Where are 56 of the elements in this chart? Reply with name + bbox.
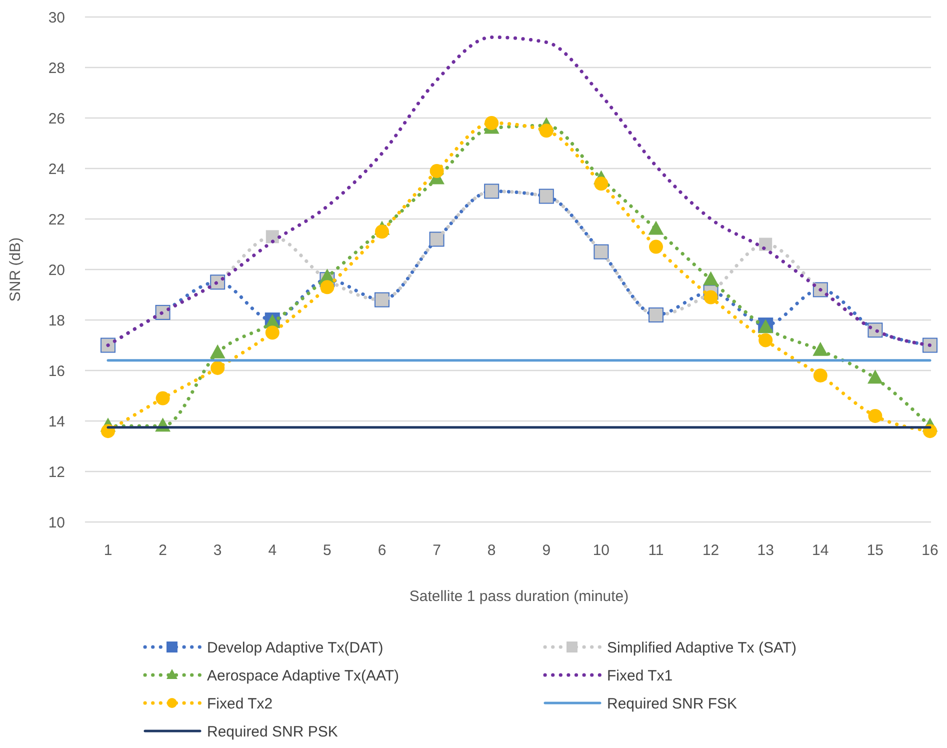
x-tick-label: 1 [104, 542, 112, 559]
point [156, 391, 170, 406]
x-tick-label: 6 [378, 542, 386, 559]
x-tick-label: 12 [702, 542, 720, 559]
x-tick-label: 7 [432, 542, 441, 559]
point [868, 408, 882, 423]
point [703, 271, 718, 286]
legend-label: Simplified Adaptive Tx (SAT) [607, 639, 797, 656]
point [320, 280, 334, 294]
y-tick-label: 22 [48, 211, 65, 228]
legend-label: Develop Adaptive Tx(DAT) [207, 639, 384, 656]
x-tick-label: 11 [648, 542, 664, 559]
x-tick-label: 5 [323, 542, 332, 559]
point [210, 344, 226, 358]
x-tick-label: 9 [542, 542, 551, 559]
legend-label: Required SNR FSK [607, 695, 738, 712]
x-tick-label: 3 [213, 542, 222, 559]
y-tick-label: 30 [48, 9, 65, 26]
point [868, 370, 883, 384]
legend-label: Fixed Tx1 [607, 667, 673, 684]
point [649, 240, 663, 254]
point [265, 326, 280, 340]
point [210, 360, 225, 375]
y-axis-title: SNR (dB) [7, 237, 24, 302]
x-tick-label: 8 [487, 542, 496, 559]
x-tick-label: 2 [158, 542, 167, 559]
point [539, 124, 554, 138]
point [813, 368, 828, 383]
y-tick-label: 18 [48, 312, 65, 330]
y-tick-label: 14 [48, 413, 65, 430]
x-tick-label: 15 [866, 542, 884, 559]
y-tick-label: 26 [48, 110, 65, 128]
legend-label: Fixed Tx2 [207, 695, 273, 712]
point [704, 290, 718, 304]
point [812, 342, 828, 356]
point [758, 333, 773, 348]
x-tick-label: 13 [757, 542, 774, 559]
point [594, 176, 608, 191]
point [759, 238, 772, 251]
y-tick-label: 16 [48, 362, 65, 380]
legend-label: Required SNR PSK [207, 723, 338, 740]
x-tick-label: 10 [592, 542, 610, 559]
y-tick-label: 28 [48, 60, 65, 77]
x-tick-label: 4 [268, 542, 277, 559]
point [648, 220, 664, 235]
legend-label: Aerospace Adaptive Tx(AAT) [207, 667, 400, 684]
y-tick-label: 20 [48, 262, 65, 279]
y-tick-label: 24 [48, 160, 65, 178]
y-tick-label: 10 [48, 514, 65, 532]
x-tick-label: 16 [922, 542, 938, 559]
point [430, 164, 444, 178]
y-tick-label: 12 [48, 464, 65, 481]
point [266, 230, 279, 244]
x-tick-label: 14 [812, 542, 829, 559]
point [484, 116, 499, 130]
x-axis-title: Satellite 1 pass duration (minute) [409, 588, 629, 605]
